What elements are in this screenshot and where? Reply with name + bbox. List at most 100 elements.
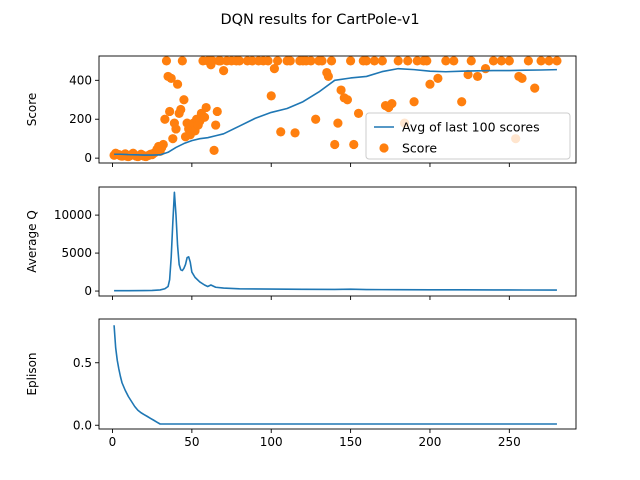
series-line bbox=[113, 325, 557, 425]
score-point bbox=[176, 104, 186, 115]
score-point bbox=[323, 71, 333, 82]
score-point bbox=[266, 91, 276, 101]
score-point bbox=[342, 95, 353, 105]
score-point bbox=[201, 102, 211, 113]
score-point bbox=[422, 56, 432, 66]
axes-frame bbox=[98, 318, 577, 430]
score-point bbox=[160, 114, 170, 124]
score-point bbox=[425, 79, 435, 89]
legend-box bbox=[365, 112, 571, 160]
score-point bbox=[412, 56, 422, 66]
x-tick-label: 200 bbox=[419, 435, 442, 449]
score-point bbox=[349, 139, 359, 150]
score-point bbox=[466, 56, 476, 66]
score-point bbox=[333, 118, 343, 128]
score-point bbox=[369, 56, 380, 66]
score-point bbox=[480, 64, 491, 74]
score-point bbox=[393, 56, 403, 66]
score-point bbox=[285, 56, 295, 66]
score-point bbox=[171, 124, 181, 134]
score-point bbox=[346, 56, 356, 66]
score-point bbox=[219, 65, 229, 76]
score-point bbox=[165, 106, 175, 117]
score-point bbox=[463, 69, 473, 80]
plot-area bbox=[114, 191, 557, 292]
plot-area bbox=[113, 325, 557, 425]
series-line bbox=[114, 191, 557, 292]
score-point bbox=[263, 56, 273, 66]
plot-area bbox=[109, 56, 562, 162]
score-point bbox=[523, 56, 533, 66]
score-point bbox=[544, 56, 554, 66]
score-point bbox=[496, 56, 506, 66]
score-point bbox=[387, 99, 397, 109]
legend-label: Score bbox=[402, 141, 437, 156]
x-tick-label: 250 bbox=[498, 435, 521, 449]
y-axis-label: Score bbox=[25, 93, 39, 127]
y-tick-label: 5000 bbox=[61, 246, 92, 260]
subplot-3: 0.0 0.5 0 50 100 150 200 250 Eplison bbox=[25, 318, 577, 449]
x-tick-label: 50 bbox=[184, 435, 199, 449]
score-point bbox=[488, 56, 499, 66]
legend-label: Avg of last 100 scores bbox=[402, 120, 540, 135]
score-point bbox=[353, 108, 364, 118]
axes-frame bbox=[98, 186, 577, 297]
series-line bbox=[114, 67, 557, 156]
score-point bbox=[330, 139, 340, 150]
score-point bbox=[199, 112, 210, 122]
score-point bbox=[177, 56, 187, 66]
score-point bbox=[517, 73, 527, 83]
score-point bbox=[212, 106, 222, 117]
score-point bbox=[158, 139, 168, 150]
y-tick-label: 400 bbox=[69, 73, 92, 87]
score-point bbox=[377, 56, 387, 66]
scatter-series bbox=[109, 56, 562, 162]
score-point bbox=[179, 95, 189, 105]
score-point bbox=[276, 127, 286, 137]
score-point bbox=[552, 56, 562, 66]
score-point bbox=[530, 83, 540, 93]
score-point bbox=[433, 73, 443, 83]
y-axis-label: Average Q bbox=[25, 210, 39, 273]
x-tick-label: 0 bbox=[109, 435, 117, 449]
score-point bbox=[247, 56, 257, 66]
score-point bbox=[215, 56, 226, 66]
score-point bbox=[449, 56, 459, 66]
score-point bbox=[457, 97, 467, 107]
score-point bbox=[311, 114, 321, 124]
score-point bbox=[209, 145, 219, 155]
score-point bbox=[361, 56, 372, 66]
score-point bbox=[504, 56, 514, 66]
y-tick-label: 0 bbox=[84, 284, 92, 298]
score-point bbox=[536, 56, 546, 66]
score-point bbox=[211, 120, 221, 130]
score-point bbox=[472, 71, 483, 82]
x-tick-label: 150 bbox=[339, 435, 362, 449]
score-point bbox=[403, 56, 413, 66]
score-point bbox=[326, 56, 337, 66]
score-point bbox=[336, 85, 346, 95]
score-point bbox=[172, 79, 183, 89]
score-point bbox=[441, 56, 451, 66]
y-tick-label: 0.5 bbox=[73, 356, 92, 370]
y-tick-label: 10000 bbox=[54, 208, 92, 222]
y-tick-label: 0 bbox=[84, 151, 92, 165]
score-point bbox=[168, 134, 178, 144]
score-point bbox=[166, 73, 176, 83]
score-point bbox=[290, 128, 300, 138]
y-tick-label: 0.0 bbox=[73, 418, 92, 432]
subplot-1: 0 200 400 Score Avg of last 100 scores Score bbox=[25, 55, 577, 167]
axes-frame bbox=[98, 55, 577, 164]
score-point bbox=[207, 56, 218, 66]
score-point bbox=[269, 64, 279, 74]
score-point bbox=[234, 56, 245, 66]
legend-marker-swatch bbox=[379, 143, 389, 153]
y-tick-label: 200 bbox=[69, 112, 92, 126]
x-tick-label: 100 bbox=[260, 435, 283, 449]
legend: Avg of last 100 scores Score bbox=[365, 112, 571, 160]
score-point bbox=[272, 56, 283, 66]
score-point bbox=[409, 97, 419, 107]
